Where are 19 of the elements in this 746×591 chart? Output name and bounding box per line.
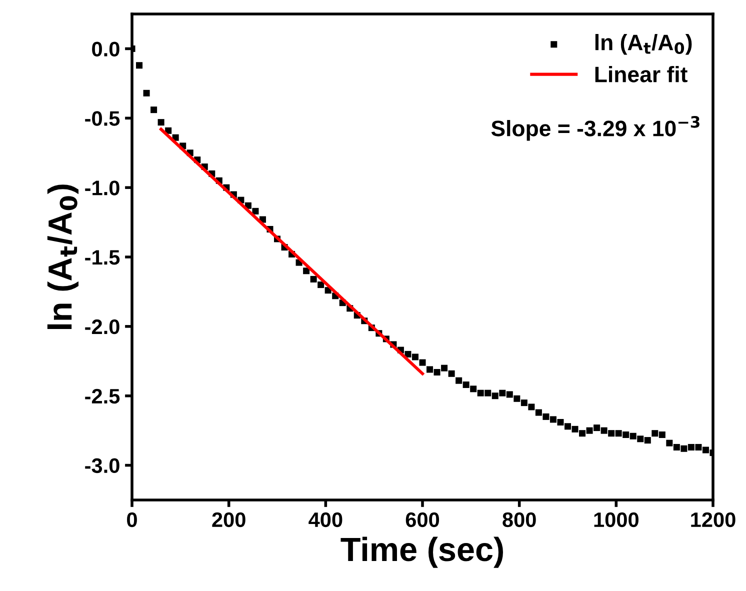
y-tick-label: -1.5 xyxy=(85,250,120,265)
y-tick-label: -3.0 xyxy=(85,458,120,474)
y-tick-label: 0.0 xyxy=(92,42,120,56)
x-tick-label: 0 xyxy=(127,512,137,528)
x-tick-label: 1200 xyxy=(691,512,736,528)
y-axis-title: ln (A$_{t}$/A$_{0}$) xyxy=(47,184,78,330)
annotation: Slope = -3.29 x 10$^{−3}$ xyxy=(491,116,700,141)
y-tick-label: -0.5 xyxy=(85,111,120,126)
x-tick-label: 400 xyxy=(308,512,342,528)
y-tick-label: -1.0 xyxy=(85,180,120,196)
x-tick-label: 200 xyxy=(212,512,246,528)
x-tick-label: 600 xyxy=(406,512,440,528)
y-tick-label: -2.5 xyxy=(85,388,120,404)
x-tick-label: 800 xyxy=(502,512,536,528)
y-tick-label: -2.0 xyxy=(85,319,120,334)
x-tick-label: 1000 xyxy=(594,512,638,528)
legend-label: ln (A$_{t}$/A$_{0}$) xyxy=(595,34,692,55)
legend-label: Linear fit xyxy=(595,66,688,82)
x-axis-title: Time (sec) xyxy=(340,536,503,568)
